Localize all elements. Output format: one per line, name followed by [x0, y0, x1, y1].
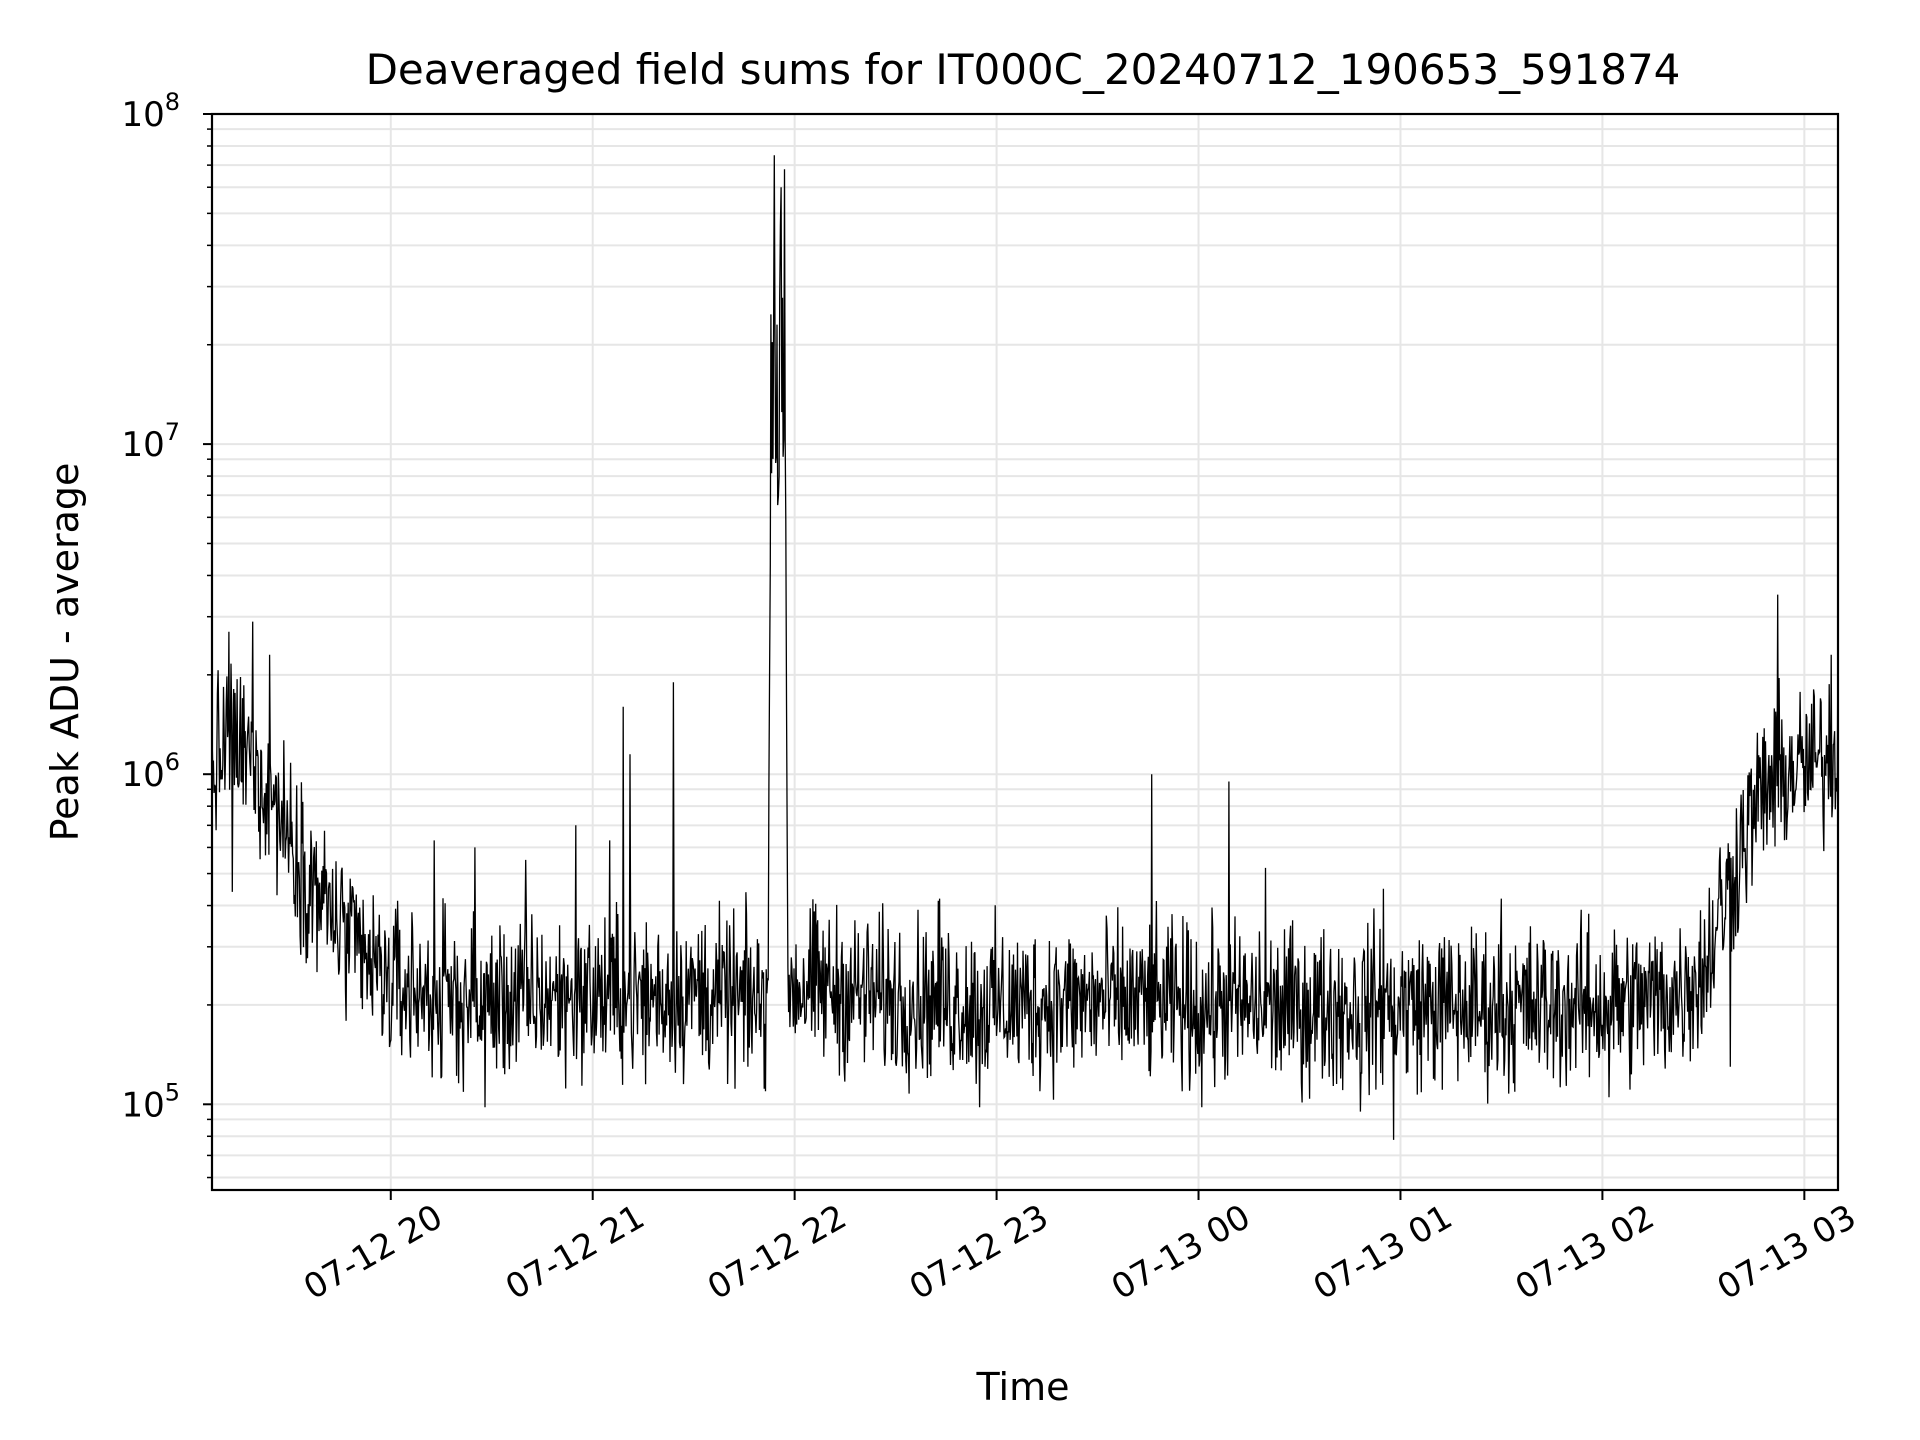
- chart-title: Deaveraged field sums for IT000C_2024071…: [366, 45, 1681, 94]
- y-tick-label: 108: [121, 88, 180, 135]
- y-tick-label: 106: [121, 748, 180, 795]
- y-axis: 105 106 107 108: [121, 88, 212, 1179]
- y-tick-label: 105: [121, 1078, 180, 1125]
- x-axis-label: Time: [976, 1365, 1070, 1409]
- y-tick-label: 107: [121, 418, 180, 465]
- plot-frame: [210, 112, 1840, 1192]
- series-line: [211, 155, 1839, 1140]
- y-axis-label: Peak ADU - average: [43, 463, 87, 842]
